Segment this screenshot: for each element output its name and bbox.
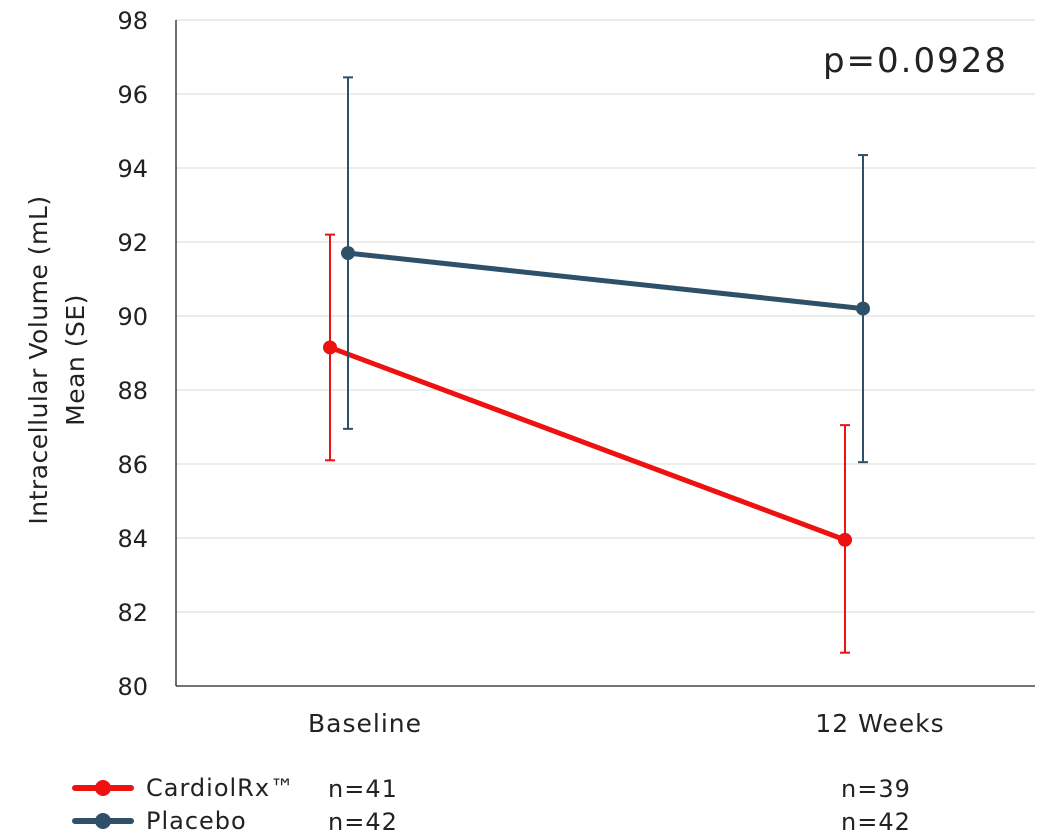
legend-label-placebo: Placebo bbox=[146, 807, 247, 835]
y-tick-labels: 80 82 84 86 88 90 92 94 96 98 bbox=[117, 7, 148, 701]
y-axis-label-line-2: Mean (SE) bbox=[61, 294, 90, 426]
y-tick-label: 96 bbox=[117, 81, 148, 109]
legend-swatch-cardiolrx bbox=[72, 776, 134, 800]
legend-item-placebo: Placebo bbox=[72, 804, 247, 838]
y-tick-label: 82 bbox=[117, 599, 148, 627]
chart-area: 80 82 84 86 88 90 92 94 96 98 Baseline 12 Weeks In… bbox=[24, 7, 1035, 738]
p-value-annotation: p=0.0928 bbox=[823, 41, 1008, 81]
legend-item-cardiolrx: CardiolRx™ bbox=[72, 771, 295, 805]
series bbox=[323, 76, 870, 654]
y-tick-label: 90 bbox=[117, 303, 148, 331]
legend-swatch-placebo bbox=[72, 809, 134, 833]
n-placebo-baseline: n=42 bbox=[328, 808, 398, 836]
n-cardiolrx-baseline: n=41 bbox=[328, 775, 398, 803]
x-tick-label: Baseline bbox=[308, 709, 422, 738]
y-tick-label: 84 bbox=[117, 525, 148, 553]
axes bbox=[175, 20, 1035, 687]
y-tick-label: 92 bbox=[117, 229, 148, 257]
series-line bbox=[345, 250, 866, 312]
y-tick-label: 80 bbox=[117, 673, 148, 701]
data-point bbox=[838, 532, 852, 547]
x-tick-labels: Baseline 12 Weeks bbox=[308, 709, 944, 738]
gridlines bbox=[176, 19, 1035, 613]
n-cardiolrx-12-weeks: n=39 bbox=[841, 775, 911, 803]
y-tick-label: 98 bbox=[117, 7, 148, 35]
x-tick-label: 12 Weeks bbox=[815, 709, 944, 738]
y-tick-label: 88 bbox=[117, 377, 148, 405]
data-point bbox=[341, 246, 355, 261]
y-tick-label: 86 bbox=[117, 451, 148, 479]
series-line bbox=[327, 344, 848, 543]
data-point bbox=[856, 301, 870, 316]
data-point bbox=[323, 340, 337, 355]
n-placebo-12-weeks: n=42 bbox=[841, 808, 911, 836]
legend-label-cardiolrx: CardiolRx™ bbox=[146, 774, 296, 802]
y-axis-label-line-1: Intracellular Volume (mL) bbox=[24, 195, 53, 524]
y-tick-label: 94 bbox=[117, 155, 148, 183]
